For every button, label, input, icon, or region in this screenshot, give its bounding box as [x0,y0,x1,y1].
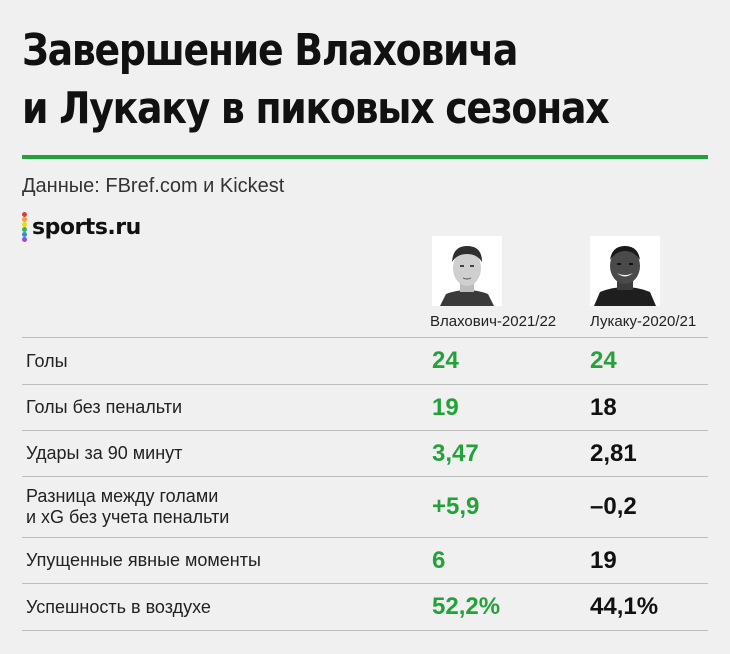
value-vlahovic: 52,2% [432,593,501,620]
logo-dot [22,232,27,237]
title-line-2: и Лукаку в пиковых сезонах [22,83,610,134]
title-line-1: Завершение Влаховича [22,25,518,76]
page-title: Завершение Влаховича и Лукаку в пиковых … [22,22,615,138]
title-divider [22,155,708,159]
logo-dot [22,222,27,227]
vlahovic-portrait [432,236,502,306]
sports-ru-logo: sports.ru [20,212,141,242]
logo-dot [22,212,27,217]
source-note: Данные: FBref.com и Kickest [22,175,285,197]
value-vlahovic: 3,47 [432,439,479,467]
value-lukaku: –0,2 [590,493,637,520]
row-label: Голы без пенальти [26,397,183,417]
value-lukaku: 44,1% [590,593,659,620]
value-vlahovic: 6 [432,546,446,574]
row-label: Удары за 90 минут [26,443,183,463]
value-lukaku: 24 [590,347,617,374]
row-label: Успешность в воздухе [26,596,211,617]
value-lukaku: 19 [590,546,617,574]
logo-dot [22,217,27,222]
row-label: Голы [26,350,68,371]
logo-dot [22,237,27,242]
logo-text: sports.ru [32,214,141,240]
logo-dots-icon [20,212,28,242]
table-row: Удары за 90 минут 3,47 2,81 [22,430,708,476]
stats-table: Голы 24 24 Голы без пенальти 19 18 Удары… [22,337,708,631]
value-vlahovic: 24 [432,347,459,374]
value-vlahovic: +5,9 [432,493,480,520]
value-lukaku: 2,81 [590,439,637,467]
table-row: Голы 24 24 [22,337,708,384]
table-row: Голы без пенальти 19 18 [22,384,708,430]
column-header-lukaku: Лукаку-2020/21 [590,313,697,330]
row-label: Упущенные явные моменты [26,550,261,570]
lukaku-portrait [590,236,660,306]
row-label: Разница между голами и xG без учета пена… [26,486,230,527]
table-row: Успешность в воздухе 52,2% 44,1% [22,583,708,631]
column-header-vlahovic: Влахович-2021/22 [430,313,557,330]
value-lukaku: 18 [590,393,617,421]
logo-dot [22,227,27,232]
table-row: Разница между голами и xG без учета пена… [22,476,708,537]
value-vlahovic: 19 [432,393,459,421]
table-row: Упущенные явные моменты 6 19 [22,537,708,583]
